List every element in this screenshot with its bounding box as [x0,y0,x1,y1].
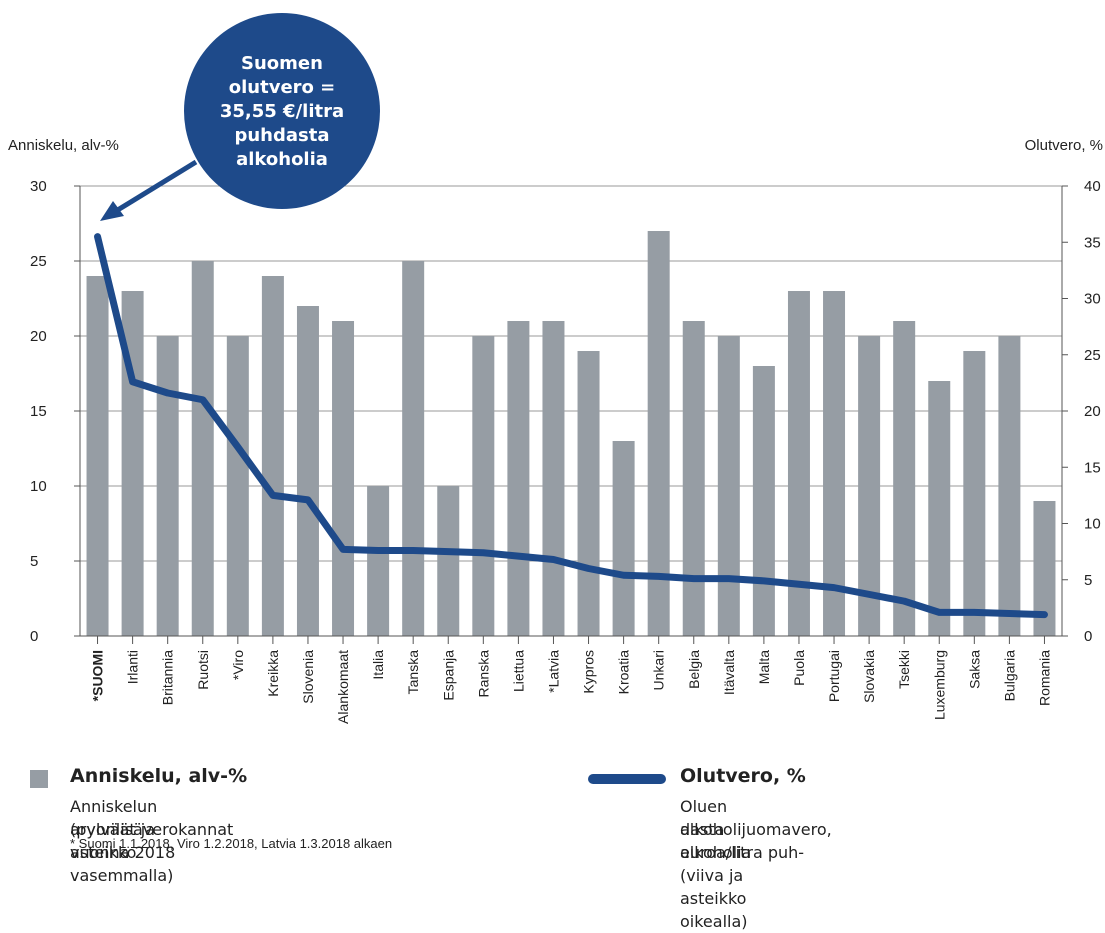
bar [928,381,951,636]
category-label: Puola [791,650,807,686]
category-label: Irlanti [125,650,141,684]
legend-bar-swatch [30,770,48,788]
category-label: Ruotsi [195,650,211,690]
right-tick-label: 10 [1084,516,1101,533]
category-label: Slovakia [861,650,877,703]
callout-line: alkoholia [236,149,328,170]
category-label: Bulgaria [1001,650,1017,702]
category-label: Belgia [686,650,702,689]
callout-line: 35,55 €/litra [220,101,344,122]
category-label: Tanska [405,650,421,695]
category-label: Espanja [440,650,456,701]
category-label: Tsekki [896,650,912,689]
right-tick-label: 25 [1084,347,1101,364]
bar [963,351,986,636]
left-tick-label: 20 [30,328,47,345]
category-label: Italia [370,650,386,680]
right-tick-label: 40 [1084,178,1101,195]
category-label: Kypros [581,650,597,694]
bar [823,291,846,636]
category-labels: *SUOMI Irlanti Britannia Ruotsi *Viro Kreikka… [90,650,1053,724]
callout-bubble [184,13,380,209]
category-label: *SUOMI [90,650,106,701]
category-label: *Viro [230,650,246,680]
category-label: *Latvia [545,650,561,693]
bar [998,336,1021,636]
bar [226,336,249,636]
bar [472,336,495,636]
left-axis-title: Anniskelu, alv-% [8,137,119,154]
category-label: Ranska [475,650,491,698]
category-label: Liettua [510,650,526,692]
bar [752,366,775,636]
bar [577,351,600,636]
bar [507,321,530,636]
left-tick-label: 25 [30,253,47,270]
legend-line-swatch [588,774,666,784]
bar [367,486,390,636]
left-tick-label: 10 [30,478,47,495]
right-tick-label: 15 [1084,459,1101,476]
right-axis-title: Olutvero, % [1025,137,1103,154]
bar [717,336,740,636]
legend-bar-desc-2: (pylväät ja asteikko vasemmalla) [70,820,174,885]
left-tick-label: 15 [30,403,47,420]
tax-line-series [94,233,1048,619]
left-tick-label: 5 [30,553,38,570]
chart: 0 5 10 15 20 25 30 0 5 10 15 20 25 30 35 40 *SUOMI Irlan… [8,13,1103,724]
bar [402,261,425,636]
legend-bar-desc-1: Anniskelun arvonlisäverokannat vuonna 20… [70,797,234,862]
category-label: Luxemburg [931,650,947,720]
category-label: Portugai [826,650,842,702]
bar [191,261,214,636]
callout-line: olutvero = [229,77,336,98]
bar [86,276,109,636]
category-label: Itävalta [721,650,737,695]
footnote: * Suomi 1.1.2018, Viro 1.2.2018, Latvia … [70,836,393,851]
category-label: Britannia [160,650,176,705]
tax-line [94,233,1048,619]
axes: 0 5 10 15 20 25 30 0 5 10 15 20 25 30 35 40 [30,178,1101,645]
legend-bar-title: Anniskelu, alv-% [70,765,248,787]
callout-text: Suomen olutvero = 35,55 €/litra puhdasta alk… [220,53,344,170]
callout: Suomen olutvero = 35,55 €/litra puhdasta alk… [100,13,380,221]
bar [682,321,705,636]
bar [1033,501,1056,636]
bar [437,486,460,636]
callout-arrowhead [100,201,124,221]
category-label: Kreikka [265,650,281,697]
callout-arrow [114,159,198,214]
legend-line-desc-1: Oluen alkoholijuomavero, euroa/litra puh… [680,797,832,862]
bar [332,321,355,636]
right-tick-label: 30 [1084,291,1101,308]
bar [647,231,670,636]
left-tick-label: 30 [30,178,47,195]
category-label: Romania [1036,650,1052,706]
right-tick-label: 5 [1084,572,1092,589]
category-label: Kroatia [616,650,632,695]
bar [121,291,144,636]
right-tick-label: 0 [1084,628,1092,645]
right-tick-label: 20 [1084,403,1101,420]
bar [612,441,635,636]
bar [296,306,319,636]
category-label: Saksa [966,650,982,689]
bars [86,231,1056,636]
bar [261,276,284,636]
left-tick-label: 0 [30,628,38,645]
legend-line-title: Olutvero, % [680,765,806,787]
bar [542,321,565,636]
callout-line: Suomen [241,53,323,74]
bar [156,336,179,636]
bar [858,336,881,636]
right-tick-label: 35 [1084,234,1101,251]
callout-line: puhdasta [234,125,329,146]
category-label: Alankomaat [335,650,351,724]
category-label: Slovenia [300,650,316,704]
category-label: Unkari [651,650,667,690]
category-label: Malta [756,650,772,684]
bar [893,321,916,636]
bar [787,291,810,636]
